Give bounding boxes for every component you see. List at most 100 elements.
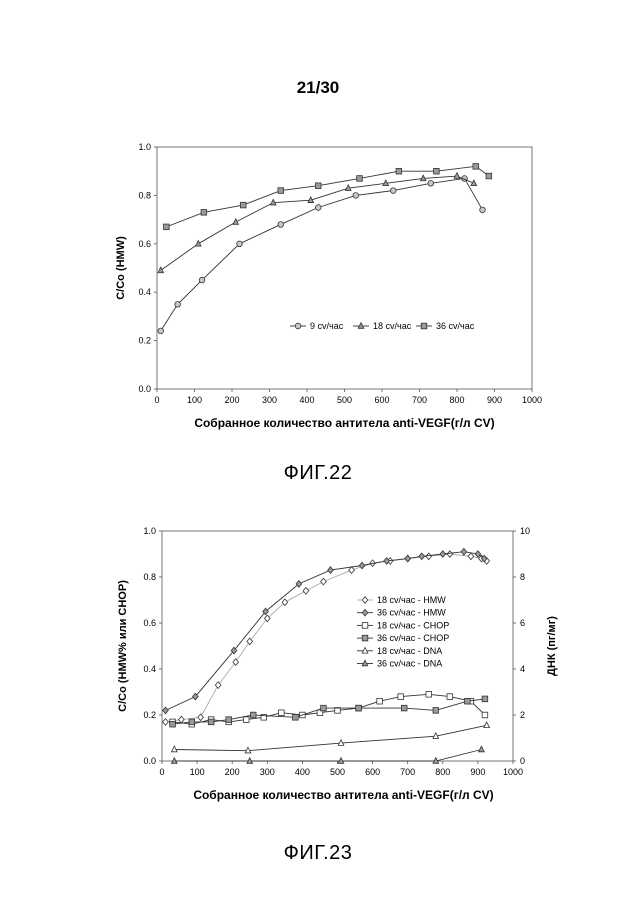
data-point [214, 681, 222, 690]
data-point [278, 709, 285, 716]
series-0 [157, 175, 486, 335]
series-line [172, 698, 485, 725]
data-point [162, 706, 169, 715]
data-point [170, 745, 178, 753]
y-tick-label: 0.6 [143, 618, 156, 628]
y2-axis-title: ДНК (пг/мг) [546, 616, 558, 676]
y-tick-label: 1.0 [143, 526, 156, 536]
data-point [348, 566, 355, 575]
legend-label: 36 cv/час - DNA [377, 659, 442, 669]
x-tick-label: 200 [225, 767, 240, 777]
legend-swatch-marker [361, 608, 369, 617]
legend-swatch-marker [420, 322, 428, 330]
data-point [481, 711, 489, 719]
x-tick-label: 400 [295, 767, 310, 777]
data-point [230, 646, 238, 655]
data-point [382, 179, 390, 187]
data-point [334, 707, 341, 714]
x-tick-label: 0 [154, 395, 159, 405]
data-point [169, 721, 176, 728]
data-point [432, 707, 439, 714]
data-point [174, 301, 181, 308]
data-point [395, 167, 403, 175]
data-point [263, 614, 271, 623]
data-point [480, 554, 488, 563]
series-2 [163, 163, 493, 231]
y2-tick-label: 0 [520, 756, 525, 766]
data-point [177, 715, 185, 724]
data-point [418, 552, 426, 561]
data-point [485, 172, 493, 180]
data-point [474, 550, 482, 558]
x-tick-label: 500 [337, 395, 352, 405]
x-tick-label: 700 [412, 395, 427, 405]
data-point [163, 223, 170, 231]
data-point [170, 756, 178, 764]
x-axis-title: Собранное количество антитела anti-VEGF(… [194, 416, 494, 430]
x-tick-label: 600 [365, 767, 380, 777]
legend-label: 9 cv/час [310, 321, 344, 331]
data-point [397, 693, 404, 700]
legend-swatch-marker [361, 659, 369, 667]
data-point [225, 716, 232, 723]
y-tick-label: 0.4 [138, 287, 151, 297]
data-point [277, 187, 284, 194]
data-point [157, 266, 165, 274]
series-line [165, 551, 485, 711]
data-point [390, 187, 397, 194]
data-point [433, 167, 440, 175]
data-point [262, 607, 269, 616]
legend-swatch-marker [361, 646, 369, 654]
legend-swatch-marker [294, 322, 302, 330]
data-point [453, 171, 461, 179]
data-point [243, 716, 250, 723]
y2-tick-label: 8 [520, 572, 525, 582]
data-point [383, 556, 390, 565]
x-tick-label: 600 [374, 395, 389, 405]
data-point [316, 709, 324, 716]
legend-swatch-marker [361, 596, 369, 604]
data-point [356, 175, 363, 182]
data-point [162, 717, 169, 726]
data-point [307, 196, 315, 203]
series-1 [162, 547, 488, 715]
legend-label: 36 cv/час - CHOP [377, 633, 449, 643]
data-point [197, 713, 204, 722]
legend-swatch-marker [361, 622, 369, 629]
y-tick-label: 0.0 [138, 384, 151, 394]
x-tick-label: 100 [190, 767, 205, 777]
y2-tick-label: 2 [520, 710, 525, 720]
data-point [432, 756, 440, 764]
legend-swatch-marker [361, 634, 369, 642]
data-point [281, 598, 289, 607]
data-point [295, 579, 303, 588]
legend-label: 18 cv/час - CHOP [377, 620, 449, 630]
data-point [207, 718, 215, 726]
y-tick-label: 1.0 [138, 142, 151, 152]
series-1 [157, 171, 478, 274]
series-3 [169, 695, 489, 728]
data-point [427, 180, 434, 187]
data-point [232, 217, 240, 225]
series-5 [170, 745, 485, 764]
legend-label: 18 cv/час - HMW [377, 595, 446, 605]
data-point [425, 691, 432, 698]
data-point [240, 201, 247, 209]
figure-caption-23: ФИГ.23 [283, 842, 353, 864]
data-point [376, 698, 383, 705]
data-point [246, 637, 254, 646]
y2-tick-label: 4 [520, 664, 525, 674]
legend-label: 36 cv/час [436, 321, 475, 331]
data-point [277, 221, 284, 228]
data-point [315, 204, 322, 211]
x-tick-label: 900 [487, 395, 502, 405]
y-axis-title: C/Co (HMW) [115, 236, 127, 300]
data-point [425, 552, 433, 561]
x-tick-label: 500 [330, 767, 345, 777]
y2-tick-label: 10 [520, 526, 530, 536]
data-point [477, 745, 485, 753]
data-point [464, 698, 471, 705]
x-tick-label: 100 [187, 395, 202, 405]
x-tick-label: 900 [470, 767, 485, 777]
